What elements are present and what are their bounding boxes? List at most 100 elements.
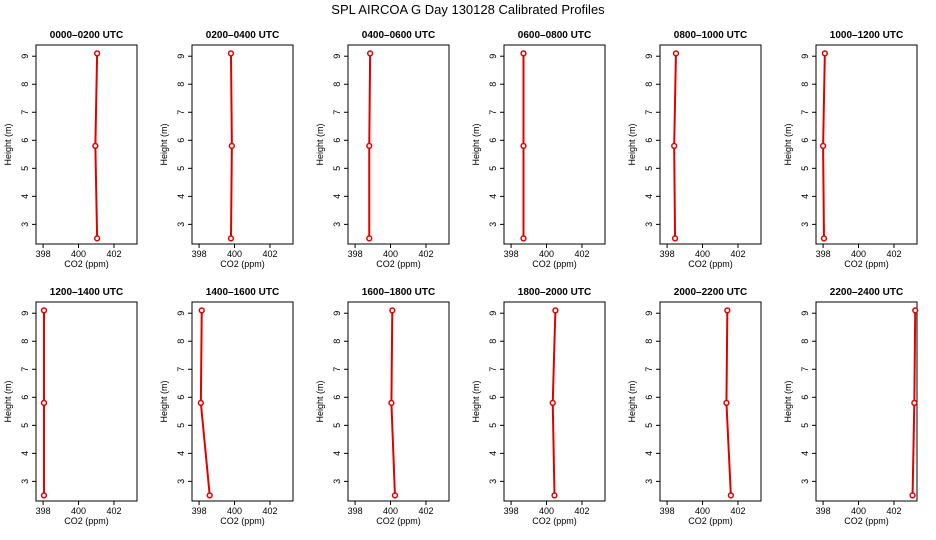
y-tick-label: 3 — [332, 479, 342, 484]
y-tick-label: 4 — [20, 451, 30, 456]
y-tick-label: 5 — [488, 166, 498, 171]
y-tick-label: 6 — [644, 395, 654, 400]
panel-title: 1400–1600 UTC — [206, 287, 279, 298]
x-tick-label: 402 — [418, 506, 433, 516]
x-axis-label: CO2 (ppm) — [376, 516, 421, 526]
plot-frame — [503, 44, 606, 245]
data-point — [912, 307, 919, 314]
y-axis-label: Height (m) — [783, 123, 793, 165]
y-tick-label: 6 — [644, 138, 654, 143]
data-point — [820, 235, 828, 242]
panel: 1600–1800 UTC 398 400 402 3 4 5 6 7 8 9 CO2 (ppm) He… — [315, 287, 450, 526]
x-tick-label: 402 — [262, 249, 277, 259]
x-tick-label: 400 — [227, 506, 242, 516]
panel: 2200–2400 UTC 398 400 402 3 4 5 6 7 8 9 CO2 (ppm) He… — [783, 287, 919, 526]
y-tick-label: 8 — [176, 82, 186, 87]
y-axis-label: Height (m) — [783, 380, 793, 422]
y-tick-label: 3 — [20, 222, 30, 227]
y-tick-label: 7 — [332, 110, 342, 115]
panel: 0400–0600 UTC 398 400 402 3 4 5 6 7 8 9 CO2 (ppm) He… — [315, 30, 450, 269]
y-tick-label: 8 — [644, 339, 654, 344]
y-tick-label: 5 — [800, 423, 810, 428]
y-tick-label: 4 — [644, 451, 654, 456]
y-tick-label: 3 — [488, 222, 498, 227]
figure-title: SPL AIRCOA G Day 130128 Calibrated Profi… — [331, 2, 605, 17]
x-tick-label: 400 — [851, 506, 866, 516]
data-point — [552, 307, 559, 314]
y-tick-label: 7 — [20, 367, 30, 372]
data-point — [520, 142, 527, 150]
x-tick-label: 402 — [418, 249, 433, 259]
data-point — [911, 399, 918, 407]
y-axis-label: Height (m) — [3, 380, 13, 422]
x-tick-label: 398 — [816, 249, 831, 259]
panel: 1000–1200 UTC 398 400 402 3 4 5 6 7 8 9 CO2 (ppm) He… — [783, 30, 918, 269]
data-point — [520, 235, 527, 242]
x-tick-label: 400 — [851, 249, 866, 259]
y-tick-label: 5 — [176, 423, 186, 428]
y-tick-label: 8 — [332, 82, 342, 87]
y-axis-label: Height (m) — [159, 380, 169, 422]
x-tick-label: 402 — [574, 506, 589, 516]
y-tick-label: 8 — [332, 339, 342, 344]
x-tick-label: 402 — [262, 506, 277, 516]
plot-frame — [347, 301, 450, 502]
x-axis-label: CO2 (ppm) — [220, 516, 265, 526]
y-tick-label: 4 — [488, 451, 498, 456]
plot-frame — [35, 301, 138, 502]
panel-title: 2200–2400 UTC — [830, 287, 903, 298]
y-tick-label: 3 — [800, 479, 810, 484]
y-tick-label: 8 — [644, 82, 654, 87]
x-tick-label: 402 — [886, 506, 901, 516]
x-tick-label: 398 — [36, 249, 51, 259]
data-point — [389, 307, 396, 314]
x-tick-label: 398 — [348, 249, 363, 259]
data-point — [821, 50, 829, 57]
y-tick-label: 7 — [176, 110, 186, 115]
panel: 0600–0800 UTC 398 400 402 3 4 5 6 7 8 9 CO2 (ppm) He… — [471, 30, 606, 269]
data-point — [520, 50, 527, 57]
x-tick-label: 400 — [695, 249, 710, 259]
data-point — [92, 142, 99, 150]
x-axis-label: CO2 (ppm) — [64, 259, 109, 269]
x-tick-label: 398 — [504, 506, 519, 516]
y-tick-label: 8 — [800, 82, 810, 87]
data-point — [93, 50, 101, 57]
y-tick-label: 6 — [488, 395, 498, 400]
y-tick-label: 8 — [488, 339, 498, 344]
y-tick-label: 4 — [20, 194, 30, 199]
x-tick-label: 400 — [227, 249, 242, 259]
plot-frame — [191, 301, 294, 502]
y-tick-label: 4 — [176, 194, 186, 199]
data-point — [40, 399, 48, 407]
y-axis-label: Height (m) — [159, 123, 169, 165]
y-tick-label: 9 — [800, 54, 810, 59]
y-tick-label: 8 — [800, 339, 810, 344]
plot-frame — [815, 44, 918, 245]
data-point — [551, 492, 558, 499]
data-point — [227, 50, 235, 57]
y-tick-label: 3 — [644, 222, 654, 227]
y-axis-label: Height (m) — [3, 123, 13, 165]
data-point — [388, 399, 395, 407]
y-tick-label: 6 — [20, 138, 30, 143]
panel-title: 2000–2200 UTC — [674, 287, 747, 298]
data-point — [366, 142, 373, 150]
x-axis-label: CO2 (ppm) — [844, 516, 889, 526]
data-point — [228, 142, 236, 150]
y-tick-label: 5 — [176, 166, 186, 171]
x-tick-label: 398 — [192, 249, 207, 259]
panel: 1200–1400 UTC 398 400 402 3 4 5 6 7 8 9 CO2 (ppm) He… — [3, 287, 138, 526]
y-tick-label: 9 — [488, 54, 498, 59]
y-tick-label: 9 — [176, 54, 186, 59]
y-tick-label: 6 — [488, 138, 498, 143]
data-point — [366, 235, 373, 242]
data-point — [366, 50, 374, 57]
plot-frame — [191, 44, 294, 245]
y-tick-label: 6 — [176, 138, 186, 143]
data-point — [227, 235, 235, 242]
x-axis-label: CO2 (ppm) — [64, 516, 109, 526]
x-tick-label: 400 — [383, 249, 398, 259]
y-axis-label: Height (m) — [315, 380, 325, 422]
y-tick-label: 7 — [800, 367, 810, 372]
